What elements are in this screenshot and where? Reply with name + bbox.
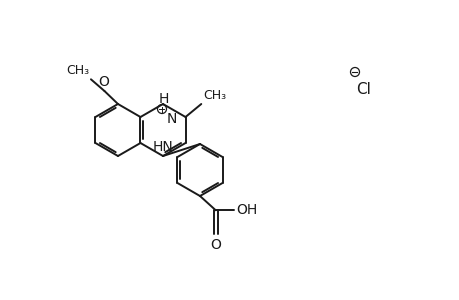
Text: O: O: [210, 238, 221, 252]
Text: O: O: [98, 75, 109, 89]
Text: N: N: [167, 112, 177, 126]
Text: H: H: [158, 92, 169, 106]
Text: Cl: Cl: [355, 82, 370, 97]
Text: CH₃: CH₃: [203, 89, 226, 102]
Text: CH₃: CH₃: [66, 64, 89, 77]
Text: HN: HN: [152, 140, 173, 154]
Text: OH: OH: [235, 203, 257, 217]
